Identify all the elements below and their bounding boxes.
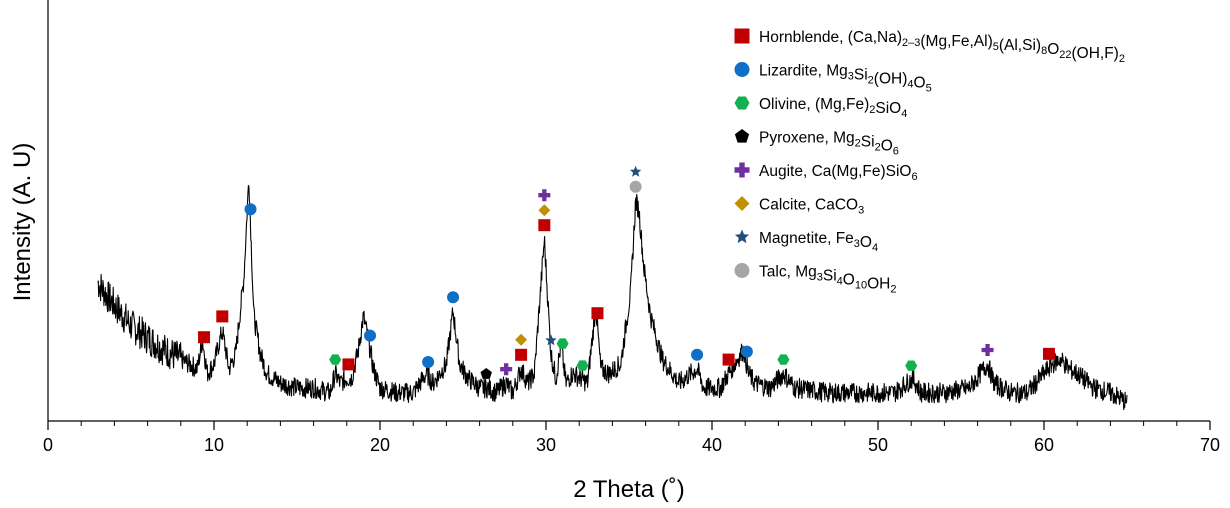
legend-marker-lizardite <box>734 62 750 77</box>
legend-label: Magnetite, Fe3O4 <box>759 230 878 254</box>
legend-marker-olivine <box>734 96 750 110</box>
olivine-peak-marker <box>329 354 342 365</box>
magnetite-peak-marker <box>629 165 642 177</box>
lizardite-peak-marker <box>740 345 753 358</box>
legend-label: Augite, Ca(Mg,Fe)SiO6 <box>759 163 918 183</box>
x-tick-label: 50 <box>868 435 888 455</box>
x-tick-label: 40 <box>702 435 722 455</box>
augite-peak-marker <box>500 363 513 376</box>
lizardite-peak-marker <box>244 203 257 216</box>
hornblende-peak-marker <box>722 353 735 366</box>
pyroxene-peak-marker <box>480 368 492 379</box>
hornblende-peak-marker <box>216 310 229 323</box>
hornblende-peak-marker <box>538 219 551 232</box>
x-tick-label: 0 <box>43 435 53 455</box>
x-axis-title: 2 Theta (˚) <box>573 476 685 503</box>
olivine-peak-marker <box>905 360 918 371</box>
augite-peak-marker <box>981 344 994 356</box>
axes <box>47 0 1210 422</box>
lizardite-peak-marker <box>447 291 460 304</box>
hornblende-peak-marker <box>198 331 211 344</box>
talc-peak-marker <box>629 180 642 193</box>
y-axis-title: Intensity (A. U) <box>9 143 36 302</box>
hornblende-peak-marker <box>342 358 355 371</box>
lizardite-peak-marker <box>691 348 704 361</box>
olivine-peak-marker <box>777 354 790 365</box>
x-tick-label: 60 <box>1034 435 1054 455</box>
calcite-peak-marker <box>538 204 551 217</box>
magnetite-peak-marker <box>545 334 557 346</box>
peak-markers <box>198 165 1055 379</box>
legend-marker-calcite <box>734 196 750 211</box>
legend-label: Calcite, CaCO3 <box>759 197 864 217</box>
legend-marker-talc <box>734 263 750 278</box>
legend: Hornblende, (Ca,Na)2–3(Mg,Fe,Al)5(Al,Si)… <box>734 28 1125 296</box>
olivine-peak-marker <box>556 338 569 349</box>
calcite-peak-marker <box>515 333 528 346</box>
x-tick-label: 30 <box>536 435 556 455</box>
lizardite-peak-marker <box>422 356 435 368</box>
legend-label: Olivine, (Mg,Fe)2SiO4 <box>759 96 907 120</box>
legend-marker-magnetite <box>734 229 750 244</box>
lizardite-peak-marker <box>364 329 377 342</box>
augite-peak-marker <box>538 189 551 202</box>
x-tick-label: 70 <box>1200 435 1220 455</box>
legend-marker-pyroxene <box>734 129 750 143</box>
x-tick-labels: 0 10 20 30 40 50 60 70 <box>43 435 1220 455</box>
hornblende-peak-marker <box>515 348 528 361</box>
legend-label: Pyroxene, Mg2Si2O6 <box>759 130 899 158</box>
legend-label: Talc, Mg3Si4O10OH2 <box>759 264 896 296</box>
x-tick-label: 20 <box>370 435 390 455</box>
x-tick-label: 10 <box>204 435 224 455</box>
hornblende-peak-marker <box>591 307 604 320</box>
hornblende-peak-marker <box>1042 347 1055 360</box>
legend-marker-augite <box>734 162 750 178</box>
x-ticks <box>47 421 1211 430</box>
olivine-peak-marker <box>576 360 589 371</box>
legend-marker-hornblende <box>734 28 750 44</box>
legend-label: Hornblende, (Ca,Na)2–3(Mg,Fe,Al)5(Al,Si)… <box>759 29 1125 65</box>
xrd-trace <box>97 184 1128 411</box>
legend-label: Lizardite, Mg3Si2(OH)4O5 <box>759 63 932 95</box>
